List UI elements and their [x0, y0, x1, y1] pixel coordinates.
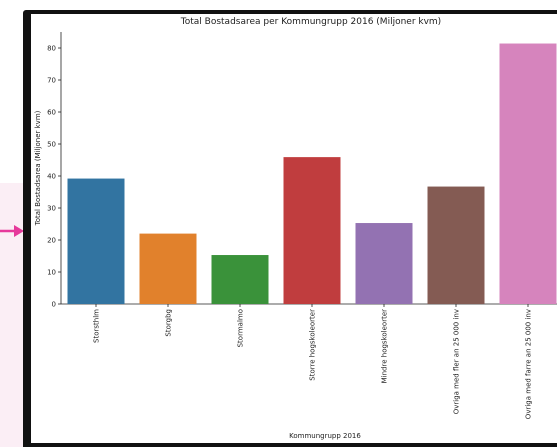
y-tick-label: 80	[47, 45, 56, 53]
x-tick-label: Ovriga med fler an 25 000 inv	[453, 309, 461, 414]
pointer-arrow-icon	[0, 225, 24, 237]
x-tick-label: Mindre hogskoleorter	[381, 309, 389, 383]
y-axis-label: Total Bostadsarea (Miljoner kvm)	[34, 110, 42, 226]
y-tick-label: 10	[47, 269, 56, 277]
y-tick-label: 40	[47, 173, 56, 181]
chart-window: Total Bostadsarea per Kommungrupp 2016 (…	[31, 14, 557, 443]
y-tick-label: 30	[47, 205, 56, 213]
x-axis-ticks: Storsthlm Storgbg Stormalmo Storre hogskole…	[93, 304, 533, 419]
bar	[67, 178, 125, 304]
y-tick-label: 60	[47, 109, 56, 117]
x-tick-label: Storsthlm	[93, 309, 101, 343]
y-tick-label: 20	[47, 237, 56, 245]
x-axis-label: Kommungrupp 2016	[289, 432, 361, 440]
bar	[139, 233, 197, 304]
chart-title: Total Bostadsarea per Kommungrupp 2016 (…	[180, 17, 441, 27]
bar-chart: Total Bostadsarea per Kommungrupp 2016 (…	[34, 17, 557, 440]
y-tick-label: 0	[52, 301, 56, 309]
bar	[355, 223, 413, 304]
x-tick-label: Stormalmo	[237, 309, 245, 347]
bar	[211, 255, 269, 304]
background-panel	[0, 183, 24, 447]
bar	[283, 157, 341, 304]
bars-group	[67, 43, 557, 305]
x-tick-label: Storgbg	[165, 309, 173, 337]
x-tick-label: Ovriga med farre an 25 000 inv	[525, 309, 533, 419]
bar	[499, 43, 557, 305]
y-tick-label: 70	[47, 77, 56, 85]
x-tick-label: Storre hogskoleorter	[309, 309, 317, 381]
bar	[427, 186, 485, 304]
y-tick-label: 50	[47, 141, 56, 149]
